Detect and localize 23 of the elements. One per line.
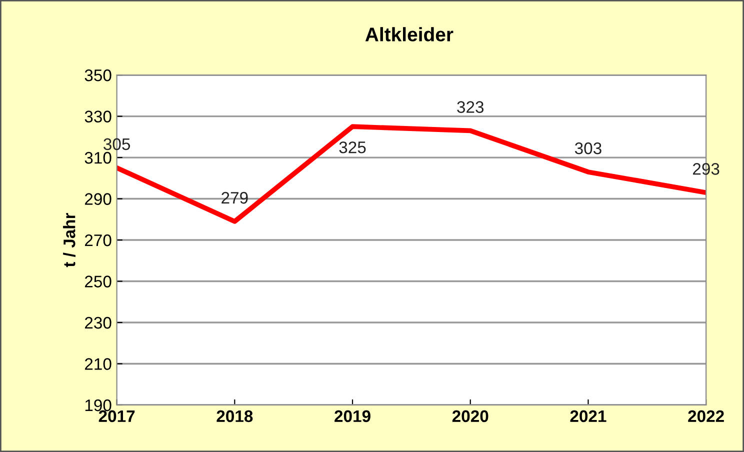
- x-tick-label: 2019: [334, 410, 370, 422]
- y-tick-label: 330: [84, 110, 112, 122]
- x-tick-label: 2017: [98, 410, 135, 422]
- y-tick-label: 290: [84, 193, 112, 205]
- chart-title: Altkleider: [365, 27, 454, 42]
- x-tick-label: 2021: [570, 410, 606, 422]
- y-tick-label: 350: [84, 69, 112, 82]
- y-tick-label: 250: [84, 276, 112, 288]
- x-tick-label: 2020: [452, 410, 488, 422]
- x-tick-label: 2022: [688, 410, 724, 422]
- y-tick-label: 270: [84, 234, 112, 246]
- y-tick-label: 230: [84, 316, 112, 329]
- y-tick-label: 310: [84, 152, 112, 164]
- data-label: 303: [574, 142, 602, 154]
- data-label: 323: [457, 101, 484, 113]
- y-axis-title: t / Jahr: [63, 212, 76, 268]
- data-label: 293: [692, 163, 720, 175]
- y-tick-label: 210: [84, 358, 112, 370]
- data-label: 325: [339, 141, 366, 154]
- y-tick-label: 190: [85, 399, 112, 412]
- data-label: 279: [222, 192, 248, 204]
- x-tick-label: 2018: [216, 410, 253, 422]
- data-label: 305: [104, 138, 130, 150]
